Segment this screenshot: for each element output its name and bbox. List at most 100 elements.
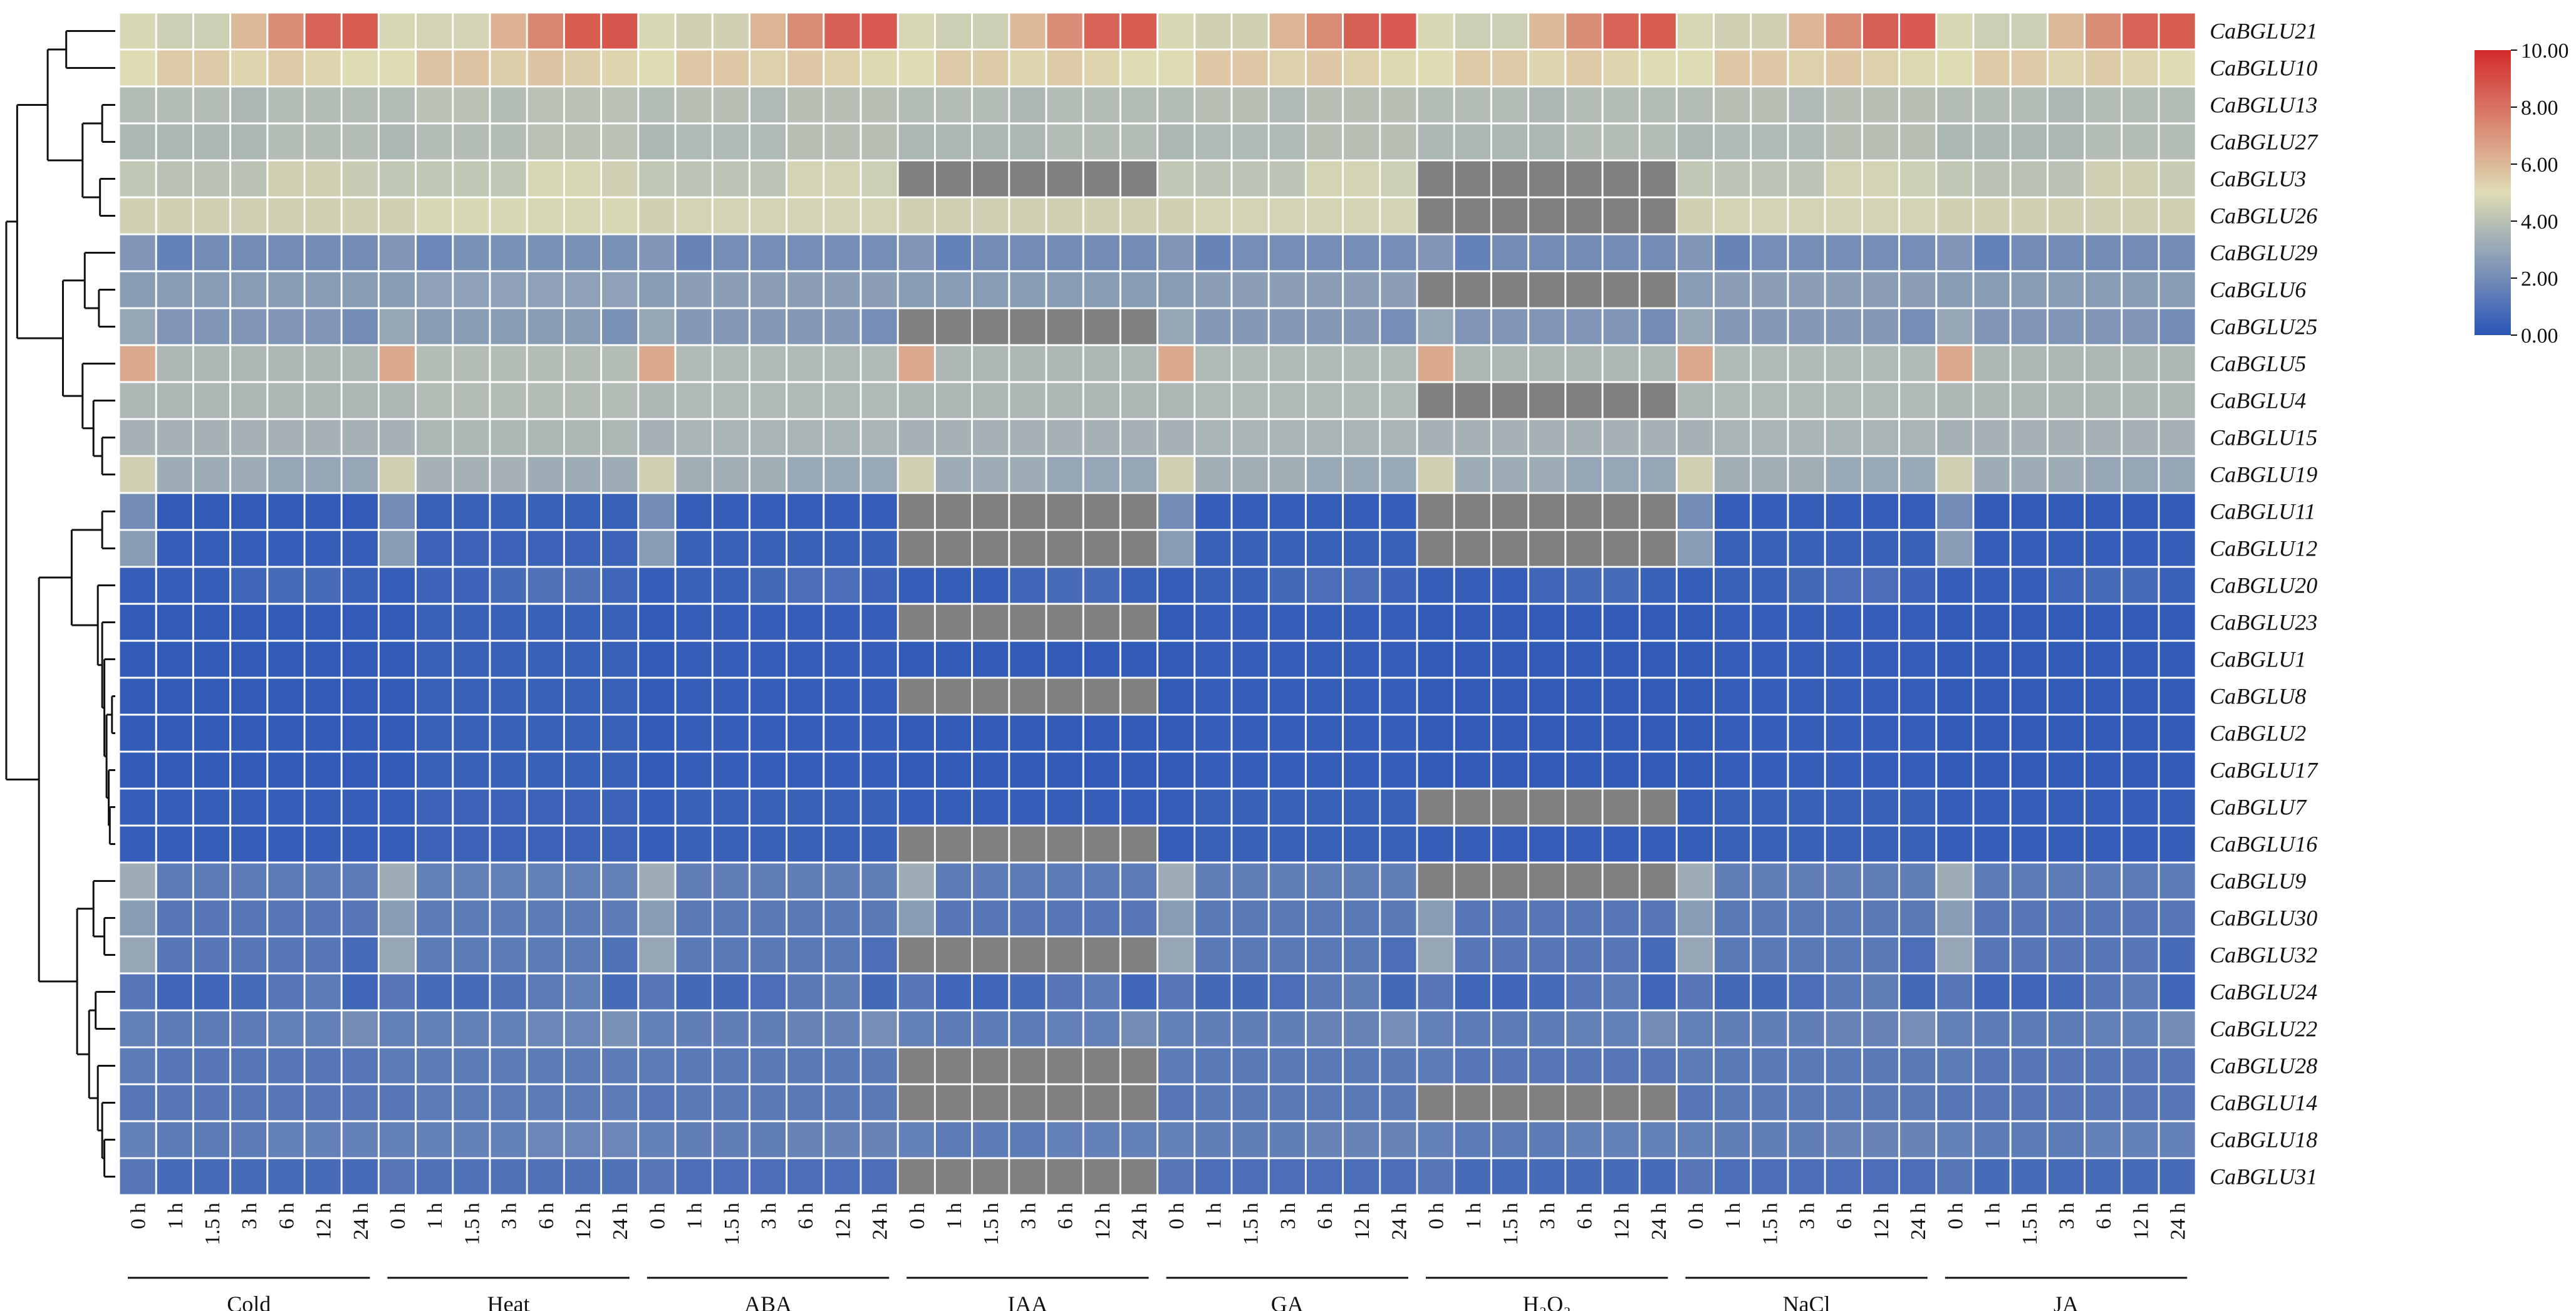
heatmap-cell [1566,678,1602,714]
heatmap-cell [1937,826,1973,862]
heatmap-cell [1195,752,1231,788]
heatmap-cell [713,13,749,49]
heatmap-cell [824,13,860,49]
column-label: 1 h [1981,1203,2005,1230]
heatmap-cell [713,641,749,677]
heatmap-cell [379,420,415,455]
heatmap-cell [231,567,267,603]
heatmap-cell [1418,604,1453,640]
heatmap-cell [2048,87,2084,123]
heatmap-cell [898,567,934,603]
heatmap-cell [861,13,897,49]
heatmap-cell [1121,346,1157,381]
heatmap-cell [1455,900,1490,936]
heatmap-cell [1269,1085,1305,1121]
row-label: CaBGLU8 [2210,684,2306,709]
heatmap-cell [1306,789,1343,825]
heatmap-cell [120,567,155,603]
heatmap-cell [379,494,415,529]
heatmap-cell [120,161,155,197]
heatmap-cell [1269,383,1305,418]
heatmap-cell [713,1085,749,1121]
heatmap-cell [454,235,489,271]
heatmap-cell [1455,13,1490,49]
heatmap-cell [2159,309,2195,345]
row-label: CaBGLU21 [2210,19,2317,44]
heatmap-cell [1269,863,1305,899]
heatmap-cell [1269,789,1305,825]
heatmap-cell [491,1011,526,1047]
heatmap-cell [1306,567,1343,603]
heatmap-cell [1455,420,1490,455]
row-labels: CaBGLU21CaBGLU10CaBGLU13CaBGLU27CaBGLU3C… [2210,19,2319,1189]
heatmap-cell [1492,457,1528,492]
heatmap-cell [2011,87,2047,123]
heatmap-cell [231,752,267,788]
heatmap-cell [1640,13,1676,49]
heatmap-cell [1047,420,1083,455]
heatmap-cell [1418,494,1453,529]
heatmap-cell [231,420,267,455]
heatmap-cell [1566,87,1602,123]
heatmap-cell [861,161,897,197]
heatmap-cell [750,235,786,271]
heatmap-cell [1492,567,1528,603]
heatmap-cell [564,1122,601,1158]
heatmap-cell [231,1011,267,1047]
heatmap-cell [1974,826,2010,862]
heatmap-cell [305,641,341,677]
heatmap-cell [1603,235,1639,271]
heatmap-cell [750,124,786,160]
heatmap-cell [639,531,675,566]
heatmap-cell [676,752,712,788]
heatmap-cell [1640,1048,1676,1084]
row-label: CaBGLU31 [2210,1164,2317,1189]
heatmap-cell [194,420,230,455]
heatmap-cell [1492,789,1528,825]
heatmap-cell [1344,715,1379,751]
heatmap-cell [231,1122,267,1158]
heatmap-cell [491,1085,526,1121]
row-label: CaBGLU2 [2210,721,2306,746]
heatmap-cell [1826,309,1861,345]
heatmap-cell [194,531,230,566]
heatmap-cell [750,900,786,936]
heatmap-cell [454,87,489,123]
heatmap-cell [1937,863,1973,899]
heatmap-cell [1047,863,1083,899]
heatmap-cell [935,937,972,973]
heatmap-cell [527,715,563,751]
heatmap-cell [2085,494,2121,529]
heatmap-cell [1974,272,2010,308]
heatmap-cell [1603,13,1639,49]
heatmap-cell [935,346,972,381]
heatmap-cell [1826,604,1861,640]
heatmap-cell [1121,124,1157,160]
heatmap-cell [639,1085,675,1121]
heatmap-cell [1381,383,1416,418]
heatmap-cell [713,752,749,788]
heatmap-cell [1084,1011,1119,1047]
heatmap-cell [1752,50,1787,86]
heatmap-cell [1344,641,1379,677]
heatmap-cell [1306,235,1343,271]
heatmap-cell [1492,13,1528,49]
heatmap-cell [1529,1159,1565,1194]
heatmap-cell [713,457,749,492]
heatmap-cell [1900,457,1936,492]
heatmap-cell [194,826,230,862]
heatmap-cell [2159,13,2195,49]
heatmap-cell [2011,272,2047,308]
heatmap-cell [1789,789,1824,825]
heatmap-cell [1640,678,1676,714]
heatmap-cell [750,1159,786,1194]
heatmap-cell [1195,900,1231,936]
heatmap-cell [268,900,304,936]
heatmap-cell [898,531,934,566]
heatmap-cell [1455,1122,1490,1158]
heatmap-cell [898,13,934,49]
heatmap-cell [1306,13,1343,49]
heatmap-cell [787,678,823,714]
heatmap-cell [898,124,934,160]
heatmap-cell [564,863,601,899]
